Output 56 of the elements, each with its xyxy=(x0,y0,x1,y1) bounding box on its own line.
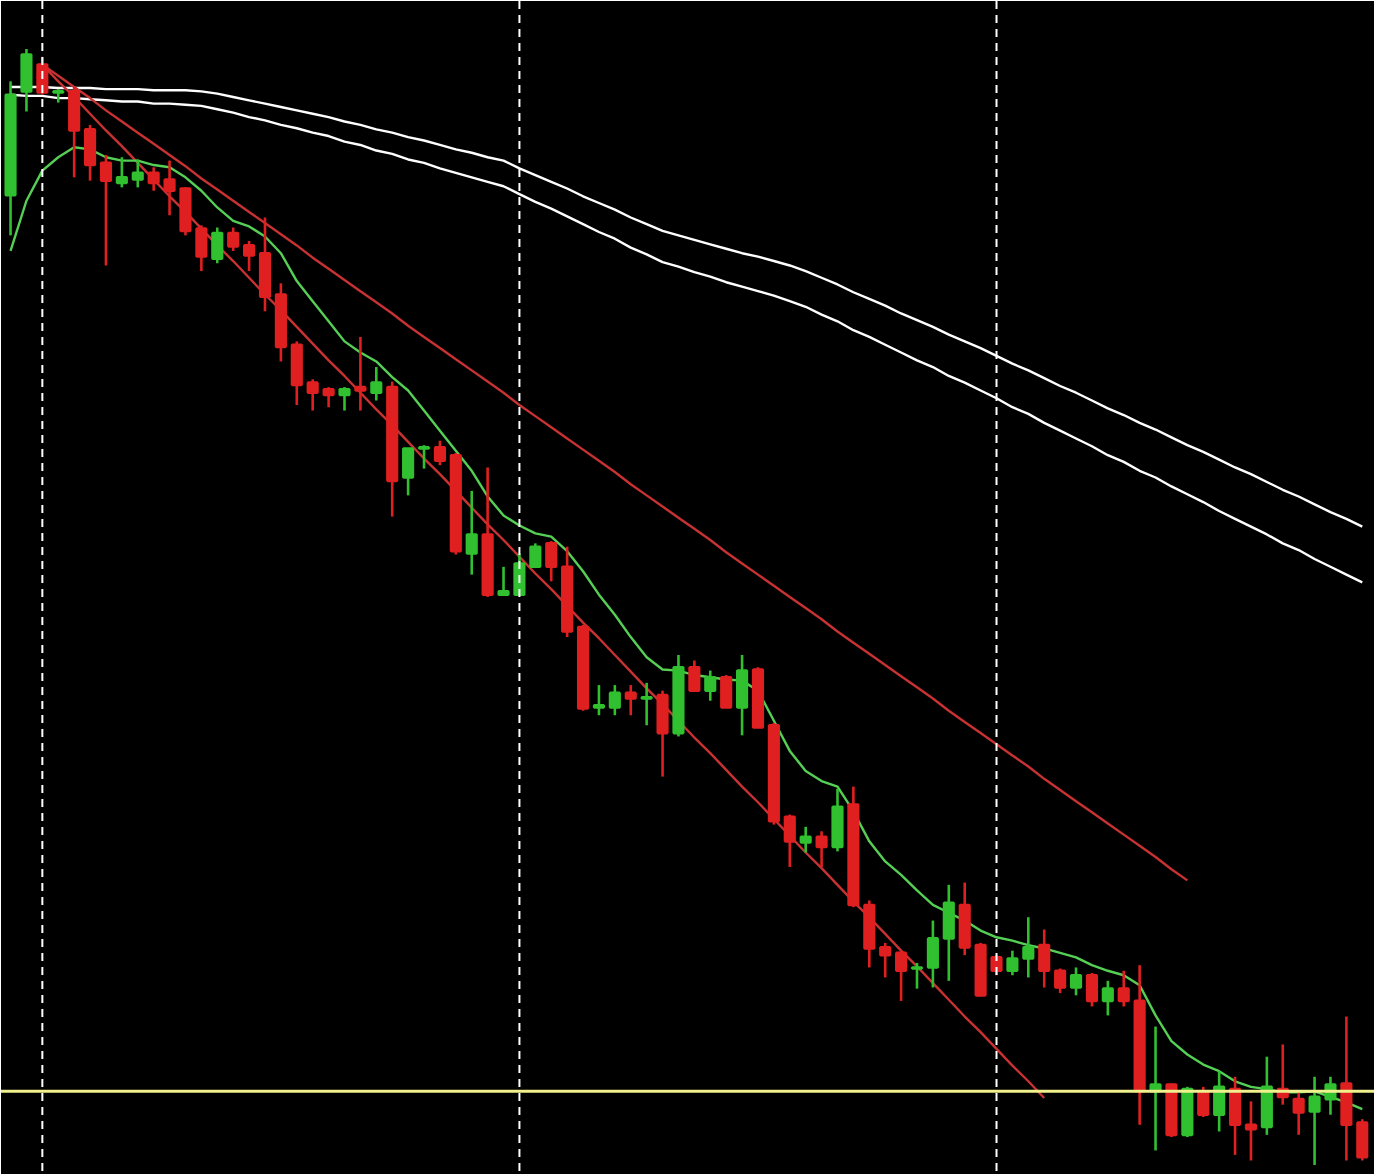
candlestick xyxy=(624,683,637,717)
candlestick xyxy=(1085,971,1098,1008)
candlestick xyxy=(831,787,844,853)
candlestick xyxy=(131,158,144,189)
candlestick xyxy=(354,335,367,412)
candlestick xyxy=(640,681,653,727)
candlestick xyxy=(608,683,621,717)
candlestick xyxy=(1356,1117,1369,1162)
candlestick xyxy=(68,85,81,179)
candlestick xyxy=(243,239,256,273)
candlestick xyxy=(1292,1090,1305,1137)
candlestick xyxy=(402,447,415,497)
candlestick xyxy=(417,443,431,470)
candlestick xyxy=(433,439,446,467)
candlestick xyxy=(258,216,272,313)
candlestick xyxy=(1022,915,1035,979)
candlestick xyxy=(290,340,303,407)
candlestick xyxy=(1038,928,1051,989)
candlestick xyxy=(1006,949,1019,977)
candlestick xyxy=(863,899,876,969)
candlestick xyxy=(83,123,97,182)
candlestick xyxy=(910,961,924,990)
candlestick xyxy=(1181,1085,1194,1139)
candlestick xyxy=(322,385,335,409)
candlestick xyxy=(1340,1015,1353,1162)
candlestick xyxy=(1260,1055,1273,1137)
candlestick xyxy=(736,653,749,737)
candlestick xyxy=(720,673,733,709)
candlestick xyxy=(1228,1075,1242,1157)
candlestick xyxy=(942,883,955,983)
candlestick xyxy=(688,659,701,692)
candlestick xyxy=(592,683,606,717)
candlestick xyxy=(99,153,113,267)
candlestick xyxy=(211,226,224,265)
candlestick xyxy=(783,813,796,869)
candlestick xyxy=(20,47,33,113)
candlestick xyxy=(115,155,128,189)
candlestick xyxy=(958,881,971,957)
candlestick xyxy=(545,539,558,583)
candlestick xyxy=(1117,969,1130,1008)
candlestick xyxy=(1054,967,1067,995)
candlestick xyxy=(895,949,908,1003)
candlestick xyxy=(465,489,478,576)
candlestick xyxy=(815,829,828,869)
candlestick xyxy=(306,378,319,412)
candlestick xyxy=(799,825,812,854)
candlestick xyxy=(926,919,939,989)
candlestick xyxy=(1244,1100,1258,1162)
candlestick xyxy=(227,226,240,253)
candlestick xyxy=(656,689,669,778)
candlestick xyxy=(704,669,717,703)
candlestick xyxy=(879,941,892,979)
candlestick xyxy=(370,365,383,402)
candlestick xyxy=(1069,966,1083,997)
candlestick xyxy=(338,385,351,412)
candlestick xyxy=(1101,979,1114,1017)
